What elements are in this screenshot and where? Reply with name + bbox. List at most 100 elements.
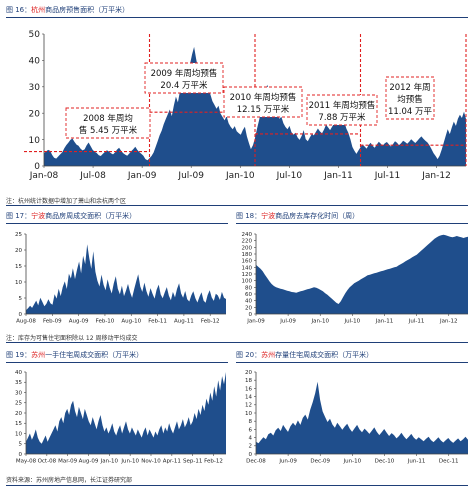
fig16-annotation-text: 均预售 xyxy=(397,94,423,105)
fig16-x-tick-label: Jan-12 xyxy=(421,171,451,181)
fig19-y-tick-label: 0 xyxy=(19,452,23,458)
fig20-x-tick-label: Dec-10 xyxy=(375,459,395,465)
fig18-x-tick-label: Jan-09 xyxy=(246,319,265,325)
fig16-series-area xyxy=(44,46,466,166)
fig20-title-prefix: 图 20： xyxy=(236,351,262,359)
fig18-title-rule xyxy=(236,223,468,224)
fig18-title-rest: 商品房去库存化时间（周） xyxy=(275,212,360,220)
fig17-x-tick-label: Feb-09 xyxy=(43,319,62,325)
fig18-y-tick-label: 140 xyxy=(242,265,253,271)
fig20-x-tick-label: Dec-09 xyxy=(310,459,330,465)
source-rule xyxy=(6,485,468,486)
fig19-y-tick-label: 25 xyxy=(15,401,22,407)
fig18-y-tick-label: 220 xyxy=(242,239,253,245)
fig16-annotation-text: 售 5.45 万平米 xyxy=(79,125,138,136)
fig20-y-tick-label: 2 xyxy=(249,444,253,450)
fig20-y-tick-label: 6 xyxy=(249,427,253,433)
fig16-y-tick-label: 50 xyxy=(29,30,41,40)
fig19-series-area xyxy=(26,372,226,454)
fig19-x-tick-label: Jan-10 xyxy=(100,459,119,465)
fig19-x-tick-label: Mar-09 xyxy=(58,459,78,465)
fig17-x-tick-label: Feb-10 xyxy=(96,319,115,325)
fig16-y-tick-label: 20 xyxy=(29,109,41,119)
fig19-y-tick-label: 35 xyxy=(15,380,22,386)
source-note: 资料来源：苏州房地产信息网，长江证券研究部 xyxy=(6,477,133,484)
fig20-y-tick-label: 0 xyxy=(249,452,253,458)
chart-title-fig20: 图 20：苏州存量住宅周成交面积（万平米） xyxy=(236,350,373,360)
fig19-title-rest: 一手住宅周成交面积（万平米） xyxy=(45,351,144,359)
fig16-annotation-text: 2009 年周均预售 xyxy=(151,68,218,79)
fig20-y-tick-label: 14 xyxy=(245,395,252,401)
fig19-title-city: 苏州 xyxy=(31,351,46,359)
fig18-x-tick-label: Jan-12 xyxy=(439,319,457,325)
fig18-y-tick-label: 80 xyxy=(245,285,252,291)
fig16-title-prefix: 图 16： xyxy=(6,6,32,14)
fig20-title-rest: 存量住宅周成交面积（万平米） xyxy=(275,351,374,359)
fig18-y-tick-label: 160 xyxy=(242,259,253,265)
fig16-annotation-text: 7.88 万平米 xyxy=(318,112,366,123)
fig20-title-rule xyxy=(236,362,468,363)
fig18-title-city: 宁波 xyxy=(261,212,276,220)
fig16-x-tick-label: Jul-10 xyxy=(276,171,303,181)
fig20-x-tick-label: Jun-10 xyxy=(343,459,362,465)
chart-title-fig17: 图 17：宁波商品房周成交面积（万平米） xyxy=(6,211,136,221)
fig20-series-area xyxy=(256,381,468,454)
fig17-y-tick-label: 15 xyxy=(15,264,22,270)
fig19-x-tick-label: Apr-11 xyxy=(163,459,181,465)
fig16-annotation-text: 2010 年周均预售 xyxy=(230,92,297,103)
fig17-title-prefix: 图 17： xyxy=(6,212,32,220)
fig16-x-tick-label: Jul-09 xyxy=(177,171,204,181)
fig19-title-rule xyxy=(6,362,228,363)
fig18-y-tick-label: 20 xyxy=(245,305,252,311)
fig19-x-tick-label: Nov-10 xyxy=(141,459,161,465)
fig18-x-tick-label: Jul-11 xyxy=(408,319,425,325)
fig20-x-tick-label: Jun-09 xyxy=(278,459,297,465)
fig16-title-rule xyxy=(6,17,468,18)
fig18-series-area xyxy=(256,234,468,314)
fig16-x-tick-label: Jul-11 xyxy=(374,171,401,181)
fig16-annotation-text: 20.4 万平米 xyxy=(160,80,208,91)
fig19-x-tick-label: Oct-08 xyxy=(38,459,57,465)
fig18-x-tick-label: Jan-10 xyxy=(311,319,330,325)
fig19-y-tick-label: 10 xyxy=(15,431,22,437)
fig16-y-tick-label: 10 xyxy=(29,136,41,146)
fig19-y-tick-label: 30 xyxy=(15,390,22,396)
fig17-title-city: 宁波 xyxy=(31,212,46,220)
fig19-x-tick-label: Sep-11 xyxy=(183,459,202,465)
fig18-y-tick-label: 120 xyxy=(242,272,253,278)
fig17-y-tick-label: 25 xyxy=(15,232,22,238)
fig16-annotation-text: 2008 年周均 xyxy=(83,113,133,124)
chart-title-fig19: 图 19：苏州一手住宅周成交面积（万平米） xyxy=(6,350,143,360)
fig17-chart: 0 5 10 15 20 25 Aug-08 Feb-09 Aug-09 Feb-10 Aug-10… xyxy=(15,232,226,325)
fig20-title-city: 苏州 xyxy=(261,351,276,359)
fig18-y-tick-label: 240 xyxy=(242,232,253,238)
fig20-y-tick-label: 20 xyxy=(245,370,252,376)
fig16-annotation-box xyxy=(223,86,303,118)
chart-title-fig16: 图 16：杭州商品房预售面积（万平米） xyxy=(6,5,129,15)
fig17-y-tick-label: 20 xyxy=(15,248,22,254)
fig19-title-prefix: 图 19： xyxy=(6,351,32,359)
fig18-note-rule xyxy=(6,342,468,343)
fig17-title-rule xyxy=(6,223,228,224)
fig20-x-tick-label: Dec-08 xyxy=(246,459,266,465)
fig18-title-prefix: 图 18： xyxy=(236,212,262,220)
fig16-y-tick-label: 30 xyxy=(29,83,41,93)
fig17-x-tick-label: Aug-08 xyxy=(16,319,36,325)
fig20-chart: 0 2 4 6 8 10 12 14 16 18 20 Dec-08 Jun-09 Dec-09 Jun-1… xyxy=(245,370,468,465)
fig16-x-tick-label: Jan-11 xyxy=(323,171,353,181)
fig16-note-rule xyxy=(6,205,468,206)
fig16-annotation-box xyxy=(306,94,378,126)
fig20-y-tick-label: 18 xyxy=(245,378,252,384)
fig17-x-tick-label: Feb-12 xyxy=(201,319,220,325)
fig18-y-tick-label: 100 xyxy=(242,279,253,285)
fig16-chart: 0 10 20 30 40 50 Jan-08 Jul-08 Jan-09 Jul-09 Jan-1… xyxy=(24,30,467,181)
fig18-x-tick-label: Jul-09 xyxy=(279,319,296,325)
fig19-y-tick-label: 15 xyxy=(15,421,22,427)
fig19-x-tick-label: Jun-10 xyxy=(120,459,139,465)
fig16-y-tick-label: 40 xyxy=(29,57,41,67)
fig20-y-tick-label: 4 xyxy=(249,436,253,442)
fig17-x-tick-label: Feb-11 xyxy=(148,319,167,325)
fig19-y-tick-label: 40 xyxy=(15,370,22,376)
fig20-x-tick-label: Jun-11 xyxy=(407,459,426,465)
fig18-y-tick-label: 200 xyxy=(242,245,253,251)
